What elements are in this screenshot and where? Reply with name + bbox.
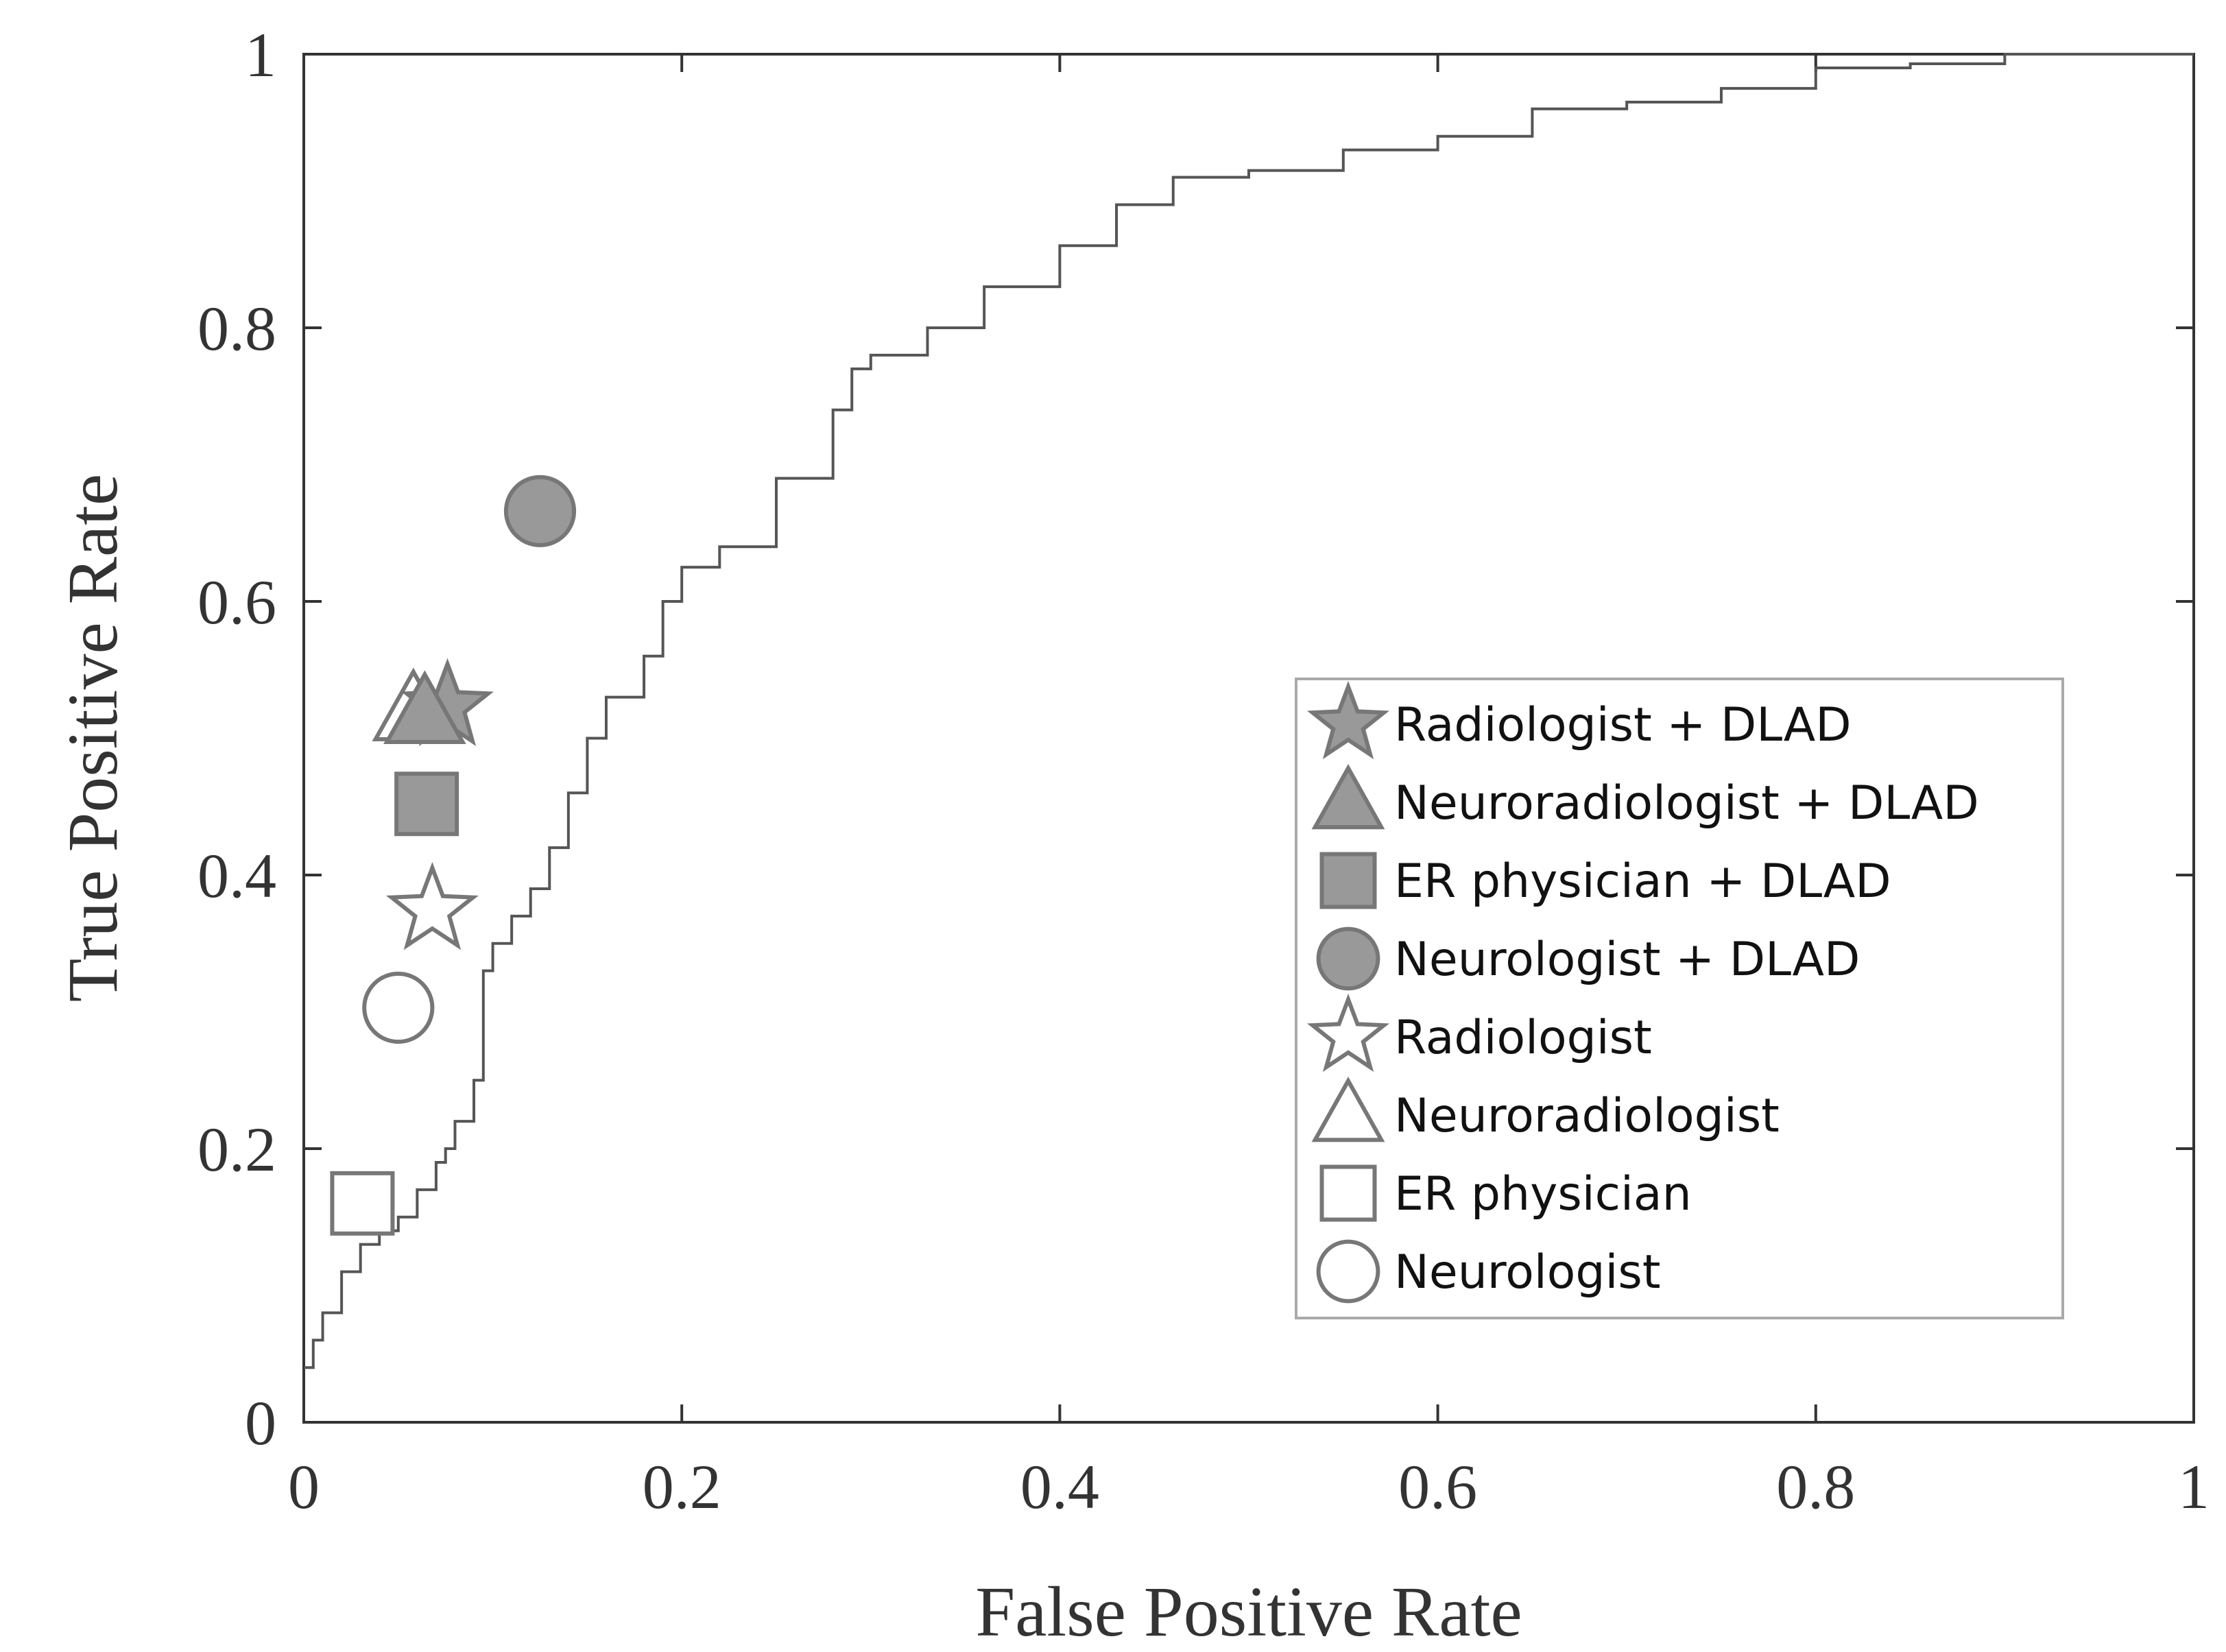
marker-neuroradiologist-dlad [383, 670, 466, 744]
legend-marker-radiologist-dlad [1306, 680, 1390, 760]
y-tick-label: 0.2 [198, 1114, 276, 1184]
y-axis-label: True Positive Rate [53, 474, 132, 1002]
legend: Radiologist + DLAD Neuroradiologist + DLA… [1295, 678, 2064, 1319]
marker-neurologist [362, 971, 435, 1044]
legend-marker-neurologist [1316, 1239, 1380, 1304]
y-tick-label: 0.8 [198, 294, 276, 363]
x-tick-label: 0.2 [643, 1452, 721, 1522]
legend-marker-er-physician-dlad [1319, 852, 1377, 909]
marker-radiologist [385, 861, 479, 950]
legend-box [1295, 678, 2064, 1319]
legend-label-radiologist-dlad: Radiologist + DLAD [1394, 698, 1852, 752]
roc-curve-line [304, 53, 2194, 1369]
legend-label-er-physician-dlad: ER physician + DLAD [1394, 854, 1891, 909]
y-tick-label: 0 [245, 1388, 276, 1458]
x-tick-label: 0.4 [1020, 1452, 1099, 1522]
legend-label-neuroradiologist-dlad: Neuroradiologist + DLAD [1394, 776, 1979, 830]
legend-label-neurologist: Neurologist [1394, 1245, 1661, 1300]
legend-marker-neurologist-dlad [1316, 926, 1380, 991]
legend-label-neuroradiologist: Neuroradiologist [1394, 1089, 1780, 1143]
legend-label-neurologist-dlad: Neurologist + DLAD [1394, 933, 1860, 987]
x-axis-label: False Positive Rate [975, 1572, 1522, 1651]
marker-er-physician [330, 1171, 395, 1236]
x-tick-label: 0.6 [1398, 1452, 1477, 1522]
axis-tick-labels: 0 0.2 0.4 0.6 0.8 1 0 0.2 0.4 0.6 0.8 1 [198, 20, 2210, 1522]
legend-label-radiologist: Radiologist [1394, 1011, 1652, 1065]
marker-neurologist-dlad [503, 475, 577, 547]
plot-frame [302, 53, 2195, 1424]
legend-marker-er-physician [1319, 1164, 1377, 1222]
legend-label-er-physician: ER physician [1394, 1167, 1692, 1221]
x-tick-label: 0.8 [1776, 1452, 1855, 1522]
marker-er-physician-dlad [394, 771, 459, 837]
legend-marker-neuroradiologist-dlad [1311, 763, 1385, 830]
x-tick-label: 0 [288, 1452, 320, 1522]
x-tick-label: 1 [2178, 1452, 2210, 1522]
y-tick-label: 0.6 [198, 567, 276, 637]
legend-marker-radiologist [1306, 993, 1390, 1073]
y-tick-label: 0.4 [198, 841, 276, 911]
reader-markers [330, 475, 577, 1236]
y-tick-label: 1 [245, 20, 276, 90]
legend-marker-neuroradiologist [1311, 1076, 1385, 1142]
